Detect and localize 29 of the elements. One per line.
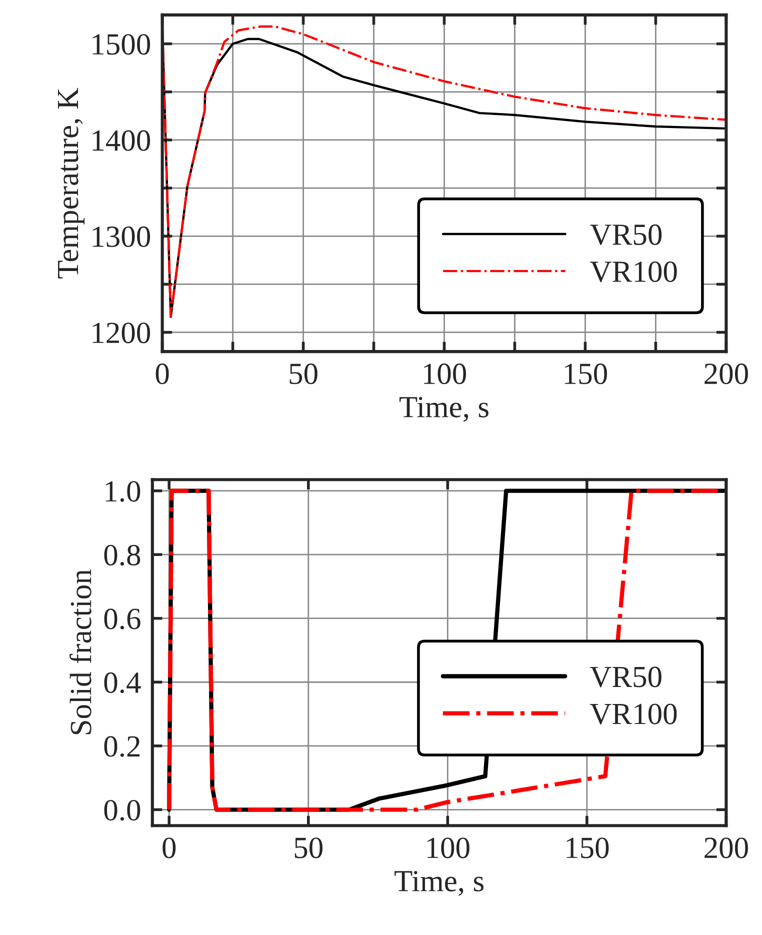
y-tick-label: 0.2 [104, 736, 140, 757]
y-tick-label: 0.4 [104, 672, 141, 694]
legend-label: VR100 [590, 261, 677, 282]
y-axis-title: Solid fraction [70, 570, 92, 734]
y-tick-label: 0.0 [104, 800, 140, 821]
y-tick-label: 1200 [92, 322, 150, 344]
y-axis-title: Temperature, K [58, 88, 85, 278]
x-tick-label: 100 [427, 838, 470, 858]
y-tick-label: 0.8 [104, 544, 140, 566]
y-tick-label: 1300 [92, 226, 150, 248]
x-tick-label: 150 [564, 364, 607, 384]
x-axis-title: Time, s [400, 396, 488, 422]
x-tick-label: 200 [704, 838, 748, 858]
x-tick-label: 150 [566, 838, 609, 858]
x-tick-label: 100 [424, 364, 466, 384]
x-tick-label: 0 [162, 838, 176, 858]
line-series [167, 488, 726, 812]
y-tick-label: 1.0 [106, 481, 140, 502]
legend-label: VR100 [590, 704, 677, 724]
x-tick-label: 50 [290, 364, 318, 384]
x-axis-title: Time, s [394, 870, 484, 896]
y-tick-label: 1400 [92, 130, 150, 151]
x-tick-label: 50 [294, 838, 322, 858]
x-tick-label: 200 [704, 364, 748, 384]
x-tick-label: 0 [156, 364, 169, 384]
y-tick-label: 1500 [92, 34, 150, 55]
legend-label: VR50 [590, 224, 662, 246]
legend-label: VR50 [590, 666, 662, 688]
y-tick-label: 0.6 [104, 608, 140, 630]
